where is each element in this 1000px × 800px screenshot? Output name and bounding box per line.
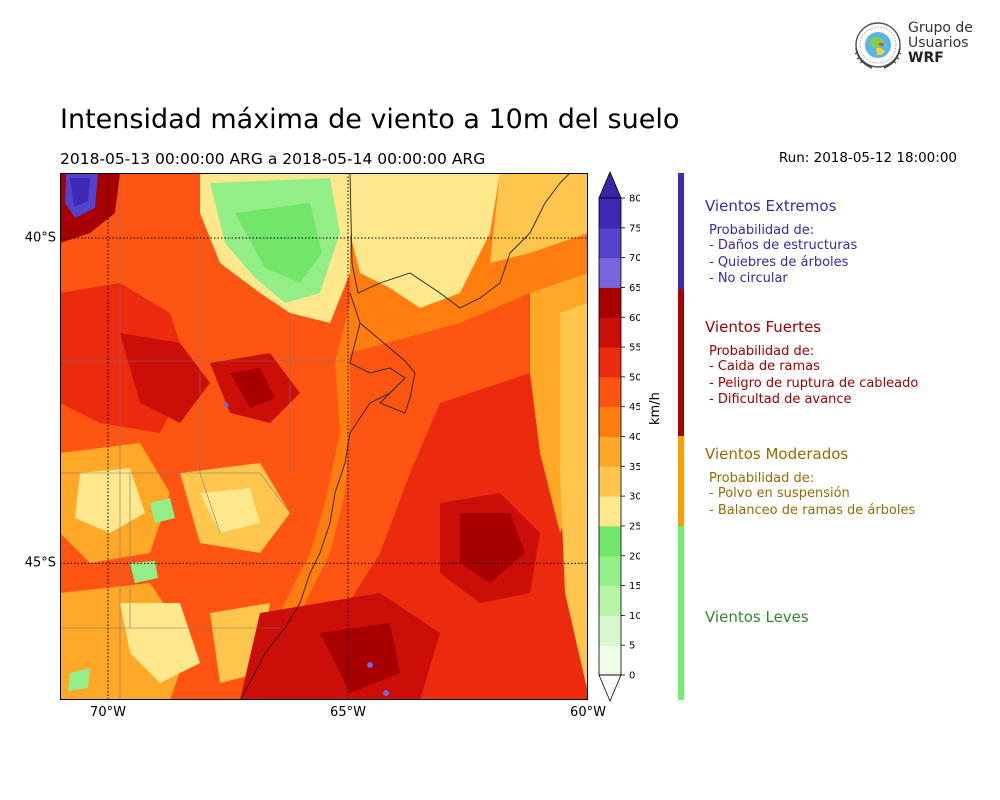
colorbar-tick-label: 30 (629, 492, 640, 503)
category-color-bar (678, 289, 684, 436)
wind-field (60, 173, 588, 700)
colorbar-tick-label: 65 (629, 283, 640, 294)
province-borders (60, 173, 350, 700)
category-header: Probabilidad de: (709, 471, 815, 486)
colorbar-segment (599, 496, 621, 527)
category-item: - Daños de estructuras (709, 238, 858, 253)
category-item: - Polvo en suspensión (709, 486, 850, 501)
colorbar-segment (599, 615, 621, 646)
colorbar-tick-label: 10 (629, 611, 640, 622)
colorbar-tick-label: 55 (629, 343, 640, 354)
category-item: - No circular (709, 271, 788, 286)
colorbar-tick-label: 75 (629, 223, 640, 234)
lon-tick-label: 60°W (570, 705, 606, 720)
colorbar-tick-label: 35 (629, 462, 640, 473)
map-frame (60, 173, 588, 700)
colorbar-tick-label: 20 (629, 551, 640, 562)
colorbar-segment (599, 287, 621, 318)
colorbar-tick-label: 60 (629, 313, 640, 324)
category-title: Vientos Leves (705, 608, 809, 626)
colorbar-segment (599, 555, 621, 587)
globe-seal-icon (854, 22, 902, 69)
valid-period: 2018-05-13 00:00:00 ARG a 2018-05-14 00:… (60, 150, 486, 168)
category-color-bar (678, 173, 684, 289)
colorbar-segment (599, 198, 621, 229)
colorbar-segment (599, 406, 621, 437)
lon-tick-label: 70°W (90, 705, 126, 720)
lon-tick-label: 65°W (330, 705, 366, 720)
colorbar-tick-label: 0 (629, 671, 635, 682)
run-time: Run: 2018-05-12 18:00:00 (778, 150, 957, 166)
colorbar-segment (599, 466, 621, 497)
lat-tick-label: 45°S (24, 555, 56, 571)
category-item: - Dificultad de avance (709, 392, 852, 407)
colorbar-under-extension (598, 674, 622, 703)
chart-title: Intensidad máxima de viento a 10m del su… (60, 104, 680, 135)
colorbar-segment (599, 227, 621, 259)
colorbar-segment (599, 257, 621, 288)
wrf-users-logo: Grupo de Usuarios WRF (850, 18, 975, 72)
category-title: Vientos Fuertes (705, 318, 822, 336)
colorbar-segment (599, 317, 621, 348)
colorbar-segment (599, 436, 621, 467)
colorbar-tick-label: 25 (629, 521, 640, 532)
graticule (60, 173, 588, 700)
colorbar-tick-label: 70 (629, 253, 640, 264)
logo-text-line1: Grupo de (908, 20, 973, 36)
category-title: Vientos Extremos (705, 197, 837, 215)
colorbar-unit: km/h (648, 392, 663, 425)
category-item: - Quiebres de árboles (709, 254, 849, 270)
colorbar-tick-label: 40 (629, 432, 640, 443)
colorbar-segment (599, 525, 621, 557)
logo-text-line3: WRF (908, 50, 944, 66)
coastline (239, 173, 571, 700)
wind-map (60, 173, 588, 700)
logo-text-line2: Usuarios (908, 35, 969, 51)
colorbar-tick-label: 50 (629, 372, 640, 383)
category-block: Vientos Moderados Probabilidad de: - Polvo… (705, 445, 915, 519)
category-block: Vientos Leves (705, 608, 809, 626)
colorbar-segment (599, 376, 621, 408)
category-item: - Balanceo de ramas de árboles (709, 502, 916, 518)
category-title: Vientos Moderados (705, 445, 849, 463)
category-color-bar (678, 526, 684, 700)
colorbar-tick-label: 80 (629, 194, 640, 205)
colorbar-tick-label: 5 (629, 641, 635, 652)
category-header: Probabilidad de: (709, 223, 815, 238)
colorbar-segment (599, 347, 621, 378)
colorbar-over-extension (598, 170, 622, 199)
category-color-bar (678, 436, 684, 526)
category-header: Probabilidad de: (709, 344, 815, 359)
colorbar-segment (599, 645, 621, 676)
colorbar: 0 5 10 15 20 25 30 35 40 45 50 55 60 65 70 75 80 (598, 170, 640, 703)
category-block: Vientos Fuertes Probabilidad de: - Caida d… (705, 318, 918, 409)
colorbar-segment (599, 585, 621, 616)
category-item: - Caida de ramas (709, 359, 820, 374)
lat-tick-label: 40°S (24, 230, 56, 246)
category-item: - Peligro de ruptura de cableado (709, 375, 919, 391)
colorbar-tick-label: 15 (629, 581, 640, 592)
category-block: Vientos Extremos Probabilidad de: - Daños … (705, 197, 857, 288)
colorbar-tick-label: 45 (629, 402, 640, 413)
